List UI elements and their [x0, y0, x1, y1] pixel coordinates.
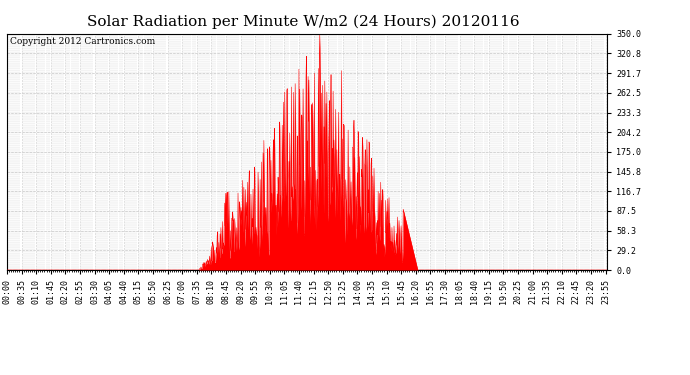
Text: Solar Radiation per Minute W/m2 (24 Hours) 20120116: Solar Radiation per Minute W/m2 (24 Hour…	[88, 15, 520, 29]
Text: Copyright 2012 Cartronics.com: Copyright 2012 Cartronics.com	[10, 37, 155, 46]
